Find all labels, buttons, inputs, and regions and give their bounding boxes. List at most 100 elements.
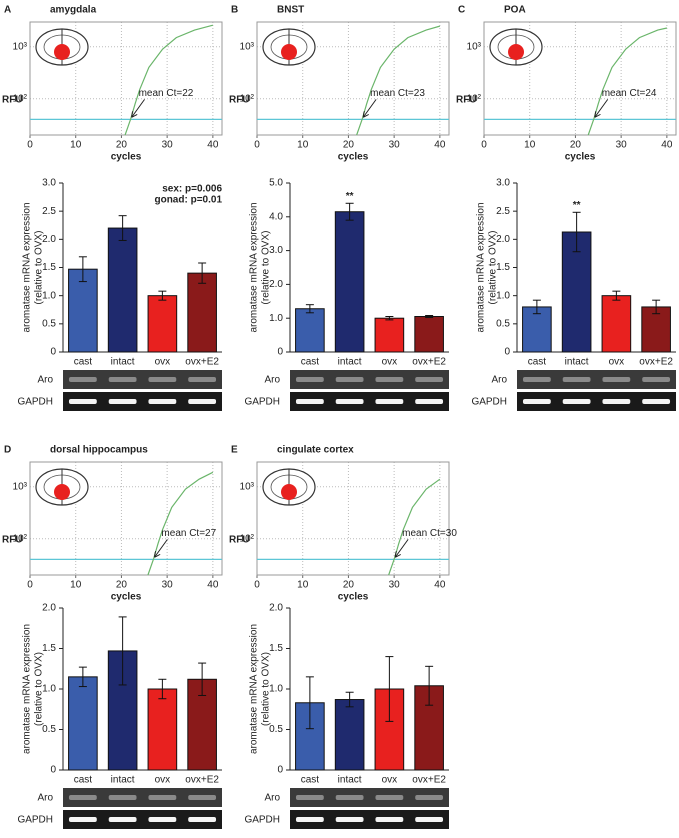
amplification-curve bbox=[388, 478, 441, 576]
bar bbox=[414, 685, 444, 771]
x-tick-label: 0 bbox=[27, 140, 33, 151]
annotation-arrow bbox=[154, 539, 168, 557]
y-tick-label: 1.5 bbox=[42, 643, 56, 654]
bar bbox=[334, 211, 365, 353]
y-axis-label: RFU bbox=[229, 95, 250, 106]
plot-frame bbox=[483, 21, 677, 136]
y-axis-label: RFU bbox=[456, 95, 477, 106]
y-tick-label: 3.0 bbox=[269, 245, 283, 256]
gel-label: GAPDH bbox=[244, 397, 280, 408]
y-axis-label: RFU bbox=[229, 535, 250, 546]
x-tick-label: cast bbox=[301, 357, 320, 368]
y-tick-label: 10² bbox=[13, 533, 28, 544]
x-tick-label: 30 bbox=[162, 140, 174, 151]
y-tick-label: 5.0 bbox=[269, 178, 283, 189]
gel-band bbox=[148, 399, 177, 404]
gel-band bbox=[188, 795, 217, 800]
x-tick-label: ovx+E2 bbox=[412, 775, 446, 786]
gel-band bbox=[295, 399, 324, 404]
x-tick-label: 40 bbox=[661, 140, 673, 151]
panel-title: amygdala bbox=[50, 5, 97, 16]
gel-label: GAPDH bbox=[17, 397, 53, 408]
bar bbox=[295, 308, 325, 353]
gel-band bbox=[108, 399, 137, 404]
x-tick-label: 20 bbox=[116, 140, 128, 151]
brain-icon bbox=[281, 44, 297, 60]
y-tick-label: 10³ bbox=[240, 481, 255, 492]
y-tick-label: 2.0 bbox=[269, 279, 283, 290]
panel-letter: B bbox=[231, 5, 238, 16]
x-tick-label: 10 bbox=[70, 580, 82, 591]
gel-band bbox=[68, 377, 97, 382]
y-axis-label: aromatase mRNA expression bbox=[22, 624, 33, 754]
gel-band bbox=[148, 377, 177, 382]
x-tick-label: intact bbox=[111, 357, 135, 368]
gel-band bbox=[188, 399, 217, 404]
x-tick-label: ovx bbox=[382, 357, 398, 368]
y-tick-label: 10³ bbox=[13, 481, 28, 492]
annotation: mean Ct=23 bbox=[370, 88, 425, 99]
gel-band bbox=[108, 377, 137, 382]
y-tick-label: 1.5 bbox=[42, 262, 56, 273]
y-tick-label: 1.5 bbox=[496, 262, 510, 273]
gel-band bbox=[108, 795, 137, 800]
significance-marker: ** bbox=[346, 191, 354, 202]
x-tick-label: 40 bbox=[434, 580, 446, 591]
x-tick-label: 30 bbox=[389, 140, 401, 151]
gel-band bbox=[295, 377, 324, 382]
gel-row bbox=[290, 788, 449, 807]
gel-band bbox=[108, 817, 137, 822]
x-tick-label: cast bbox=[74, 775, 93, 786]
x-tick-label: 30 bbox=[616, 140, 628, 151]
plot-frame bbox=[256, 461, 450, 576]
gel-band bbox=[295, 795, 324, 800]
gel-band bbox=[415, 399, 444, 404]
x-tick-label: 30 bbox=[389, 580, 401, 591]
gel-row bbox=[63, 370, 222, 389]
y-tick-label: 0.5 bbox=[42, 318, 56, 329]
annotation-arrow bbox=[395, 539, 409, 557]
gel-row bbox=[63, 392, 222, 411]
brain-icon bbox=[281, 484, 297, 500]
panel-title: cingulate cortex bbox=[277, 445, 354, 456]
y-tick-label: 0 bbox=[50, 765, 56, 776]
brain-icon bbox=[54, 484, 70, 500]
x-tick-label: 0 bbox=[27, 580, 33, 591]
gel-band bbox=[602, 377, 631, 382]
bar bbox=[68, 268, 98, 353]
gel-row bbox=[290, 370, 449, 389]
x-tick-label: ovx bbox=[609, 357, 625, 368]
y-tick-label: 10³ bbox=[240, 41, 255, 52]
amplification-curve bbox=[356, 25, 441, 136]
x-tick-label: 40 bbox=[207, 140, 219, 151]
x-tick-label: ovx+E2 bbox=[185, 775, 219, 786]
annotation-arrow bbox=[595, 99, 609, 117]
gel-band bbox=[522, 399, 551, 404]
bar bbox=[414, 316, 444, 353]
panel-letter: C bbox=[458, 5, 465, 16]
y-tick-label: 1.0 bbox=[269, 684, 283, 695]
x-tick-label: ovx bbox=[155, 775, 171, 786]
bar bbox=[601, 295, 632, 353]
y-axis-label: (relative to OVX) bbox=[488, 231, 499, 305]
bar bbox=[295, 702, 325, 771]
gel-row bbox=[63, 788, 222, 807]
y-tick-label: 1.5 bbox=[269, 643, 283, 654]
y-axis-label: (relative to OVX) bbox=[261, 231, 272, 305]
x-tick-label: 10 bbox=[524, 140, 536, 151]
panel-title: dorsal hippocampus bbox=[50, 445, 148, 456]
bar bbox=[641, 306, 671, 353]
x-axis-label: cycles bbox=[338, 152, 369, 163]
plot-frame bbox=[29, 21, 223, 136]
gel-band bbox=[602, 399, 631, 404]
gel-band bbox=[375, 377, 404, 382]
gel-label: GAPDH bbox=[471, 397, 507, 408]
panel-title: BNST bbox=[277, 5, 304, 16]
gel-band bbox=[375, 795, 404, 800]
gel-row bbox=[63, 810, 222, 829]
gel-band bbox=[562, 377, 591, 382]
panel-title: POA bbox=[504, 5, 526, 16]
y-tick-label: 0 bbox=[277, 765, 283, 776]
x-axis-label: cycles bbox=[338, 592, 369, 603]
